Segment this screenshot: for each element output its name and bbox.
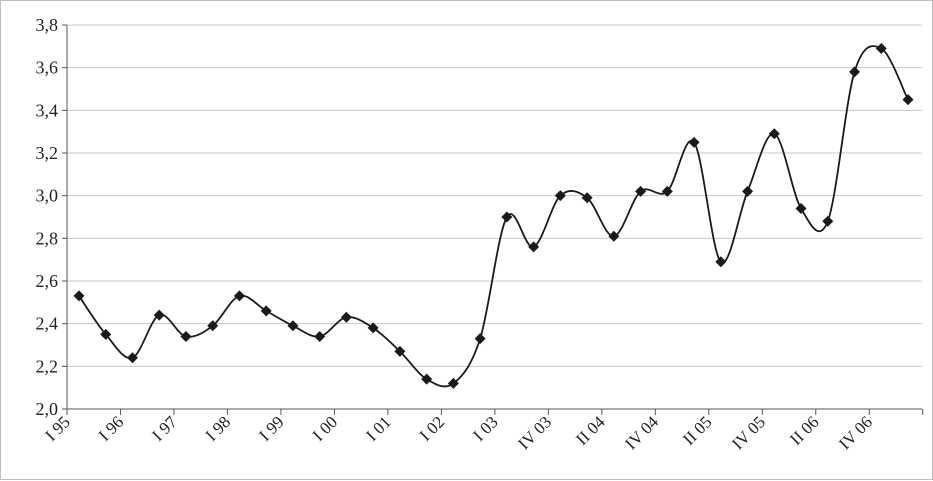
- data-point-marker: [367, 322, 379, 334]
- data-point-marker: [528, 241, 540, 253]
- data-point-marker: [795, 202, 807, 214]
- data-point-marker: [421, 373, 433, 385]
- data-point-marker: [715, 256, 727, 268]
- data-point-marker: [260, 305, 272, 317]
- data-point-marker: [73, 290, 85, 302]
- x-tick-label: II 06: [786, 412, 822, 448]
- x-tick-label: I 97: [148, 412, 181, 445]
- data-point-marker: [233, 290, 245, 302]
- y-tick-label: 3,2: [36, 143, 59, 163]
- data-point-marker: [554, 190, 566, 202]
- x-tick-label: I 99: [255, 412, 287, 444]
- x-tick-label: IV 06: [835, 412, 876, 453]
- data-point-marker: [207, 320, 219, 332]
- y-tick-label: 3,8: [36, 15, 59, 35]
- series-markers: [73, 42, 914, 389]
- data-point-marker: [287, 320, 299, 332]
- x-axis-ticks: I 95 I 96 I 97 I 98 I 99 I 00 I 01 I 02 I 03 IV 0…: [41, 409, 924, 453]
- data-point-marker: [635, 185, 647, 197]
- x-tick-label: IV 03: [514, 412, 555, 453]
- data-point-marker: [153, 309, 165, 321]
- data-point-marker: [768, 128, 780, 140]
- x-tick-label: IV 05: [728, 412, 769, 453]
- x-tick-label: II 05: [679, 412, 715, 448]
- data-point-marker: [849, 66, 861, 78]
- series-line-layer: [78, 45, 909, 388]
- x-tick-label: I 02: [416, 412, 448, 444]
- x-tick-label: I 00: [309, 412, 341, 444]
- x-tick-label: I 03: [469, 412, 501, 444]
- y-tick-label: 2,6: [36, 271, 59, 291]
- data-point-marker: [447, 377, 459, 389]
- y-tick-label: 3,6: [36, 58, 59, 78]
- data-point-marker: [126, 352, 138, 364]
- data-point-marker: [501, 211, 513, 223]
- x-tick-label: II 04: [572, 412, 609, 449]
- gridlines: [67, 24, 922, 367]
- data-point-marker: [902, 94, 914, 106]
- series-line: [78, 45, 909, 388]
- data-point-marker: [822, 215, 834, 227]
- y-axis-ticks: 2,0 2,2 2,4 2,6 2,8 3,0 3,2 3,4 3,6 3,8: [36, 15, 67, 419]
- x-tick-label: I 98: [202, 412, 234, 444]
- data-point-marker: [314, 330, 326, 342]
- axes: [66, 25, 922, 410]
- x-tick-label: I 96: [95, 412, 127, 444]
- data-point-marker: [688, 136, 700, 148]
- data-point-marker: [474, 333, 486, 345]
- data-point-marker: [581, 192, 593, 204]
- data-point-marker: [608, 230, 620, 242]
- data-point-marker: [742, 185, 754, 197]
- y-tick-label: 3,0: [36, 186, 59, 206]
- y-tick-label: 2,2: [36, 356, 59, 376]
- x-tick-label: IV 04: [621, 412, 662, 453]
- data-point-marker: [100, 328, 112, 340]
- y-tick-label: 3,4: [36, 100, 59, 120]
- data-point-marker: [340, 311, 352, 323]
- y-tick-label: 2,0: [36, 399, 59, 419]
- y-tick-label: 2,4: [36, 314, 59, 334]
- y-tick-label: 2,8: [36, 228, 59, 248]
- data-point-marker: [394, 345, 406, 357]
- data-point-marker: [875, 42, 887, 54]
- x-tick-label: I 01: [362, 412, 394, 444]
- data-point-marker: [661, 185, 673, 197]
- data-point-marker: [180, 330, 192, 342]
